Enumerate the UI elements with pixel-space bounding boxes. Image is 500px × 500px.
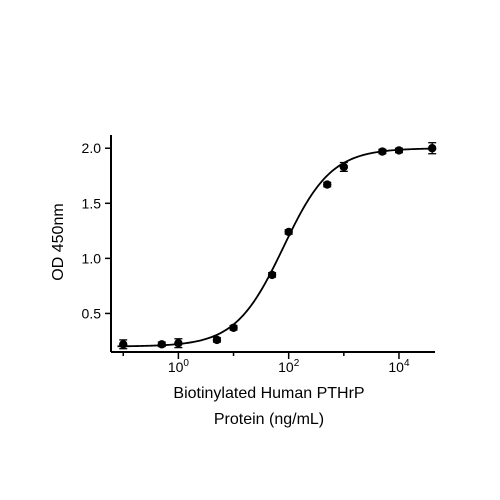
y-axis-label: OD 450nm	[50, 203, 67, 280]
y-tick-label: 1.0	[82, 250, 102, 266]
x-axis-label-line1: Biotinylated Human PTHrP	[173, 385, 364, 402]
data-point	[339, 162, 349, 172]
data-point	[174, 338, 183, 348]
data-point	[323, 180, 332, 189]
y-tick-label: 1.5	[82, 195, 102, 211]
data-point	[378, 147, 387, 156]
data-point	[212, 335, 222, 345]
data-point	[267, 270, 277, 280]
data-point	[157, 340, 166, 349]
data-points-group	[119, 142, 437, 350]
axes: 0.5 1.0 1.5 2.0 100 102 104	[82, 135, 435, 375]
data-point	[284, 227, 293, 237]
y-tick-label: 2.0	[82, 140, 102, 156]
x-axis-label-line2: Protein (ng/mL)	[214, 411, 324, 428]
data-point	[427, 144, 437, 153]
y-tick-label: 0.5	[82, 305, 102, 321]
x-tick-label: 100	[168, 358, 190, 375]
data-point	[119, 340, 128, 349]
x-tick-label: 104	[388, 358, 410, 375]
x-tick-label: 102	[278, 358, 300, 375]
data-point	[394, 146, 404, 155]
fit-curve-group	[117, 147, 429, 348]
data-point	[229, 323, 238, 332]
fit-curve	[117, 147, 429, 348]
